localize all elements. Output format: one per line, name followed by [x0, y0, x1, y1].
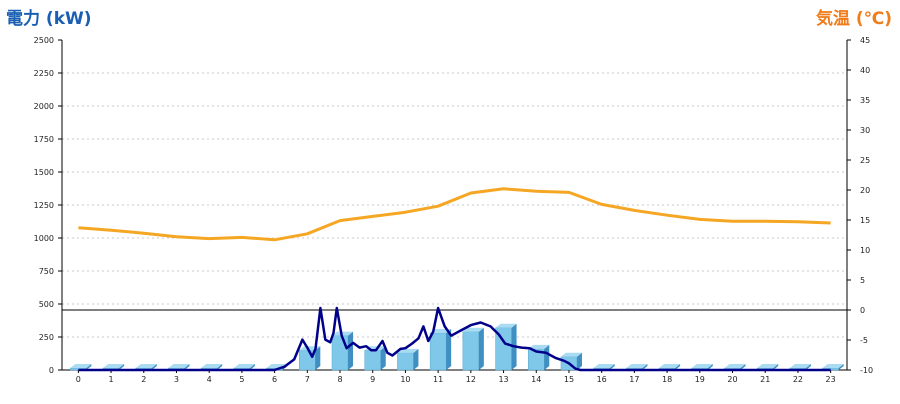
x-axis-tick-label: 0 [76, 375, 81, 384]
bar [462, 331, 480, 371]
x-axis-tick-label: 11 [433, 375, 443, 384]
x-axis-tick-label: 18 [662, 375, 672, 384]
right-axis-tick-label: 0 [860, 306, 865, 315]
bar-side [478, 327, 484, 370]
x-axis-tick-label: 2 [141, 375, 146, 384]
bar-top [103, 364, 125, 369]
bar-side [119, 364, 125, 370]
right-axis-tick-label: 15 [860, 216, 870, 225]
right-axis-tick-label: 30 [860, 126, 870, 135]
bar-top [462, 327, 484, 332]
bar [331, 335, 349, 371]
bar-side [576, 352, 582, 370]
x-axis-tick-label: 9 [370, 375, 375, 384]
x-axis-tick-label: 1 [109, 375, 114, 384]
bar-top [201, 364, 223, 369]
right-axis-tick-label: 20 [860, 186, 870, 195]
bar [429, 332, 447, 371]
bar-top [233, 364, 255, 369]
x-axis-tick-label: 21 [760, 375, 770, 384]
x-axis-tick-label: 4 [207, 375, 212, 384]
x-axis-tick-label: 23 [826, 375, 836, 384]
right-axis-title: 気温 (℃) [815, 9, 892, 29]
bar-side [740, 364, 746, 370]
bar-top [789, 364, 811, 369]
x-axis-tick-label: 5 [239, 375, 244, 384]
x-axis-tick-label: 19 [695, 375, 705, 384]
left-axis-tick-label: 1750 [34, 135, 54, 144]
x-axis-tick-label: 12 [466, 375, 476, 384]
right-axis-tick-label: 40 [860, 66, 870, 75]
bar-top [626, 364, 648, 369]
x-axis-tick-label: 3 [174, 375, 179, 384]
left-axis-tick-label: 0 [49, 366, 54, 375]
bar-top [70, 364, 92, 369]
bar-side [838, 364, 844, 370]
bar-top [659, 364, 681, 369]
bar-side [413, 348, 419, 370]
power-line [78, 306, 831, 372]
bar-side [315, 346, 321, 370]
bar-side [249, 364, 255, 370]
left-axis-tick-label: 1500 [34, 168, 54, 177]
bar-side [544, 344, 550, 370]
left-axis-tick-label: 750 [39, 267, 54, 276]
bar-side [446, 329, 452, 370]
left-axis-tick-label: 2250 [34, 69, 54, 78]
x-axis-tick-label: 17 [629, 375, 639, 384]
right-axis-tick-label: 35 [860, 96, 870, 105]
bar-side [642, 364, 648, 370]
bar-side [773, 364, 779, 370]
bar-side [217, 364, 223, 370]
left-axis-tick-label: 1250 [34, 201, 54, 210]
x-axis-tick-label: 20 [727, 375, 737, 384]
bar-top [135, 364, 157, 369]
bar-top [593, 364, 615, 369]
bar-side [380, 346, 386, 370]
left-axis-tick-label: 500 [39, 300, 54, 309]
x-axis-tick-label: 8 [337, 375, 342, 384]
bar-top [757, 364, 779, 369]
bar-top [691, 364, 713, 369]
right-axis-tick-label: 10 [860, 246, 870, 255]
left-axis-tick-label: 2000 [34, 102, 54, 111]
bar-top [495, 323, 517, 328]
temperature-line [78, 187, 831, 242]
right-axis-tick-label: -5 [860, 336, 868, 345]
right-axis-tick-label: -10 [860, 366, 873, 375]
bar-top [168, 364, 190, 369]
left-axis-tick-label: 2500 [34, 36, 54, 45]
x-axis-tick-label: 10 [400, 375, 410, 384]
x-axis-tick-label: 22 [793, 375, 803, 384]
x-axis-tick-label: 13 [498, 375, 508, 384]
right-axis-tick-label: 25 [860, 156, 870, 165]
bar [397, 352, 414, 371]
left-axis-title: 電力 (kW) [6, 9, 92, 29]
bar-side [675, 364, 681, 370]
right-axis-tick-label: 5 [860, 276, 865, 285]
x-axis-tick-label: 7 [305, 375, 310, 384]
bar-side [609, 364, 615, 370]
bar-side [151, 364, 157, 370]
right-axis-tick-label: 45 [860, 36, 870, 45]
bar-side [805, 364, 811, 370]
bar [364, 349, 381, 371]
bar-top [560, 352, 582, 357]
left-axis-tick-label: 250 [39, 333, 54, 342]
bar-top [724, 364, 746, 369]
bar-side [86, 364, 92, 370]
bar-top [822, 364, 844, 369]
x-axis-tick-label: 6 [272, 375, 277, 384]
x-axis-tick-label: 15 [564, 375, 574, 384]
bar-side [707, 364, 713, 370]
bar-top [528, 344, 550, 349]
bar-side [184, 364, 190, 370]
left-axis-tick-label: 1000 [34, 234, 54, 243]
x-axis-tick-label: 16 [597, 375, 607, 384]
x-axis-tick-label: 14 [531, 375, 541, 384]
bar-side [348, 331, 354, 370]
